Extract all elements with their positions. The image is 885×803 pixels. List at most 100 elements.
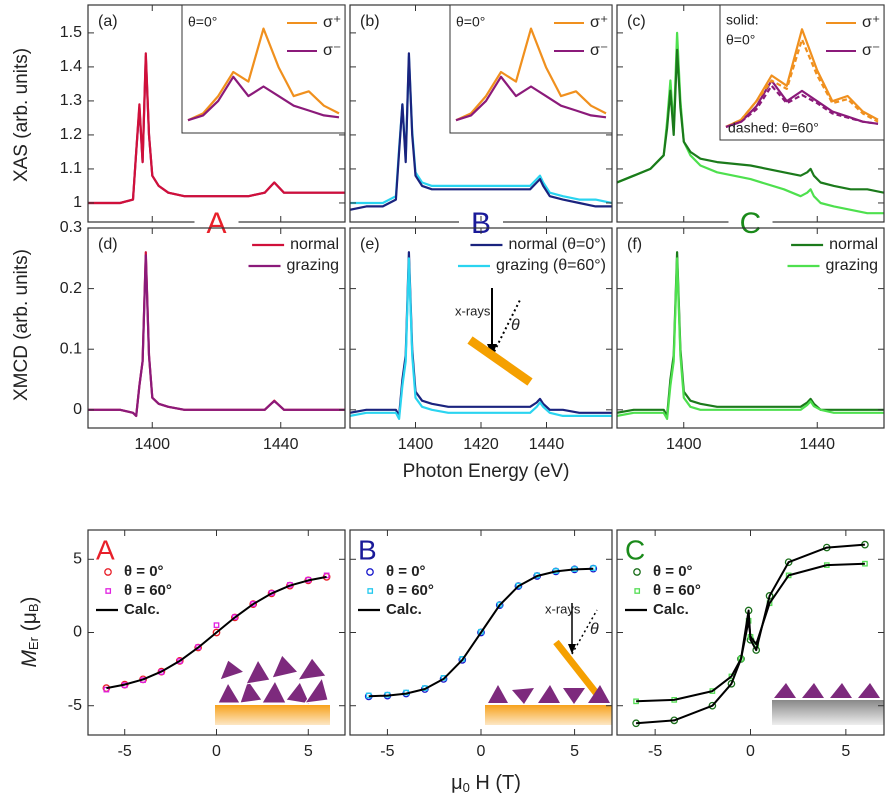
- data-line: [725, 84, 879, 128]
- legend-label: σ⁺: [590, 14, 608, 31]
- data-point: [175, 657, 184, 665]
- inset-label: solid:: [726, 12, 759, 28]
- sample-tag: A: [206, 207, 226, 240]
- data-point: [708, 701, 717, 710]
- y-tick-label: 0: [73, 401, 82, 418]
- legend-label: σ⁺: [862, 14, 880, 31]
- legend-label: θ = 0°: [653, 563, 693, 580]
- inset-plot: [187, 27, 340, 122]
- legend-swatch: [367, 588, 374, 594]
- data-line: [187, 27, 340, 122]
- tag-background: [194, 221, 239, 229]
- x-tick-label: 5: [841, 743, 850, 760]
- data-line: [368, 567, 594, 698]
- x-tick-label: 0: [477, 743, 486, 760]
- panel-label: (b): [360, 13, 380, 30]
- x-tick-label: 1420: [463, 436, 499, 453]
- y-tick-label: 1.3: [60, 92, 82, 109]
- legend-label: grazing: [287, 257, 339, 274]
- data-line: [106, 575, 327, 690]
- legend-swatch: [104, 568, 112, 576]
- plot-area: [88, 251, 345, 417]
- legend-label: grazing: [826, 257, 878, 274]
- data-line: [617, 257, 884, 420]
- legend-label: Calc.: [124, 601, 160, 618]
- h-x-label-part: μ: [451, 772, 463, 794]
- data-line: [88, 52, 345, 205]
- plot-area: [350, 52, 612, 211]
- xas-y-label: XAS (arb. units): [11, 48, 32, 182]
- tag-background: [459, 221, 503, 229]
- panel-frame: [87, 227, 346, 429]
- annotation: θ: [511, 317, 520, 334]
- legend-label: normal: [290, 236, 339, 253]
- legend-swatch: [633, 568, 641, 576]
- sample-tag: B: [358, 534, 377, 565]
- plot-area: [364, 564, 598, 701]
- x-tick-label: 1440: [529, 436, 565, 453]
- x-tick-label: 5: [570, 743, 579, 760]
- data-line: [455, 75, 607, 122]
- legend-label: σ⁺: [323, 14, 341, 31]
- x-tick-label: 5: [304, 743, 313, 760]
- data-point: [232, 614, 238, 620]
- data-line: [725, 38, 879, 128]
- annotation: x-rays: [455, 303, 491, 318]
- x-tick-label: 1440: [263, 436, 299, 453]
- legend-label: normal: [829, 236, 878, 253]
- geometry-sketch: [467, 288, 533, 386]
- legend-label: θ = 0°: [124, 563, 164, 580]
- y-tick-label: -5: [68, 697, 82, 714]
- energy-x-label: Photon Energy (eV): [403, 461, 570, 482]
- x-tick-label: -5: [648, 743, 662, 760]
- legend-label: σ⁻: [323, 42, 341, 59]
- x-tick-label: 1400: [398, 436, 434, 453]
- geometry-sketch: [553, 603, 603, 701]
- plot-area: [617, 31, 884, 215]
- data-point: [213, 622, 220, 629]
- annotation: θ: [590, 621, 599, 638]
- data-line: [350, 257, 612, 420]
- legend-label: θ = 60°: [386, 582, 434, 599]
- sample-tag: C: [625, 534, 645, 565]
- panel-label: (f): [627, 236, 642, 253]
- panel-label: (c): [627, 13, 646, 30]
- sample-tag: C: [740, 207, 762, 240]
- legend-label: normal (θ=0°): [508, 236, 606, 253]
- plot-area: [632, 540, 869, 728]
- h-x-label-part: 0: [463, 780, 470, 795]
- y-tick-label: 0.1: [60, 340, 82, 357]
- inset-label: θ=0°: [726, 32, 755, 48]
- data-line: [455, 27, 607, 122]
- legend-label: θ = 0°: [386, 563, 426, 580]
- data-point: [249, 600, 258, 608]
- plot-area: [617, 251, 884, 420]
- y-tick-label: 0.2: [60, 280, 82, 297]
- sample-tag: A: [96, 534, 115, 565]
- inset-label: θ=0°: [456, 14, 485, 30]
- data-line: [350, 251, 612, 417]
- substrate-sketch: [215, 654, 884, 725]
- y-tick-label: 1.5: [60, 24, 82, 41]
- y-tick-label: 0: [73, 624, 82, 641]
- legend-label: σ⁻: [590, 42, 608, 59]
- legend-label: θ = 60°: [653, 582, 701, 599]
- inset-frame: [181, 4, 346, 134]
- inset-frame: [449, 4, 613, 134]
- data-line: [636, 562, 865, 703]
- x-tick-label: 1400: [134, 436, 170, 453]
- y-tick-label: 1.4: [60, 58, 82, 75]
- y-tick-label: 5: [73, 551, 82, 568]
- panel-label: (e): [360, 236, 380, 253]
- m-y-label-part: B: [26, 603, 41, 612]
- m-y-label-part: ): [18, 596, 41, 603]
- h-x-label-part: H (T): [470, 772, 521, 794]
- data-point: [784, 558, 793, 567]
- legend-label: σ⁻: [862, 42, 880, 59]
- sample-tag: B: [471, 207, 491, 240]
- y-tick-label: 1.2: [60, 126, 82, 143]
- legend-label: Calc.: [386, 601, 422, 618]
- inset-frame: [719, 4, 885, 141]
- tag-background: [728, 221, 773, 229]
